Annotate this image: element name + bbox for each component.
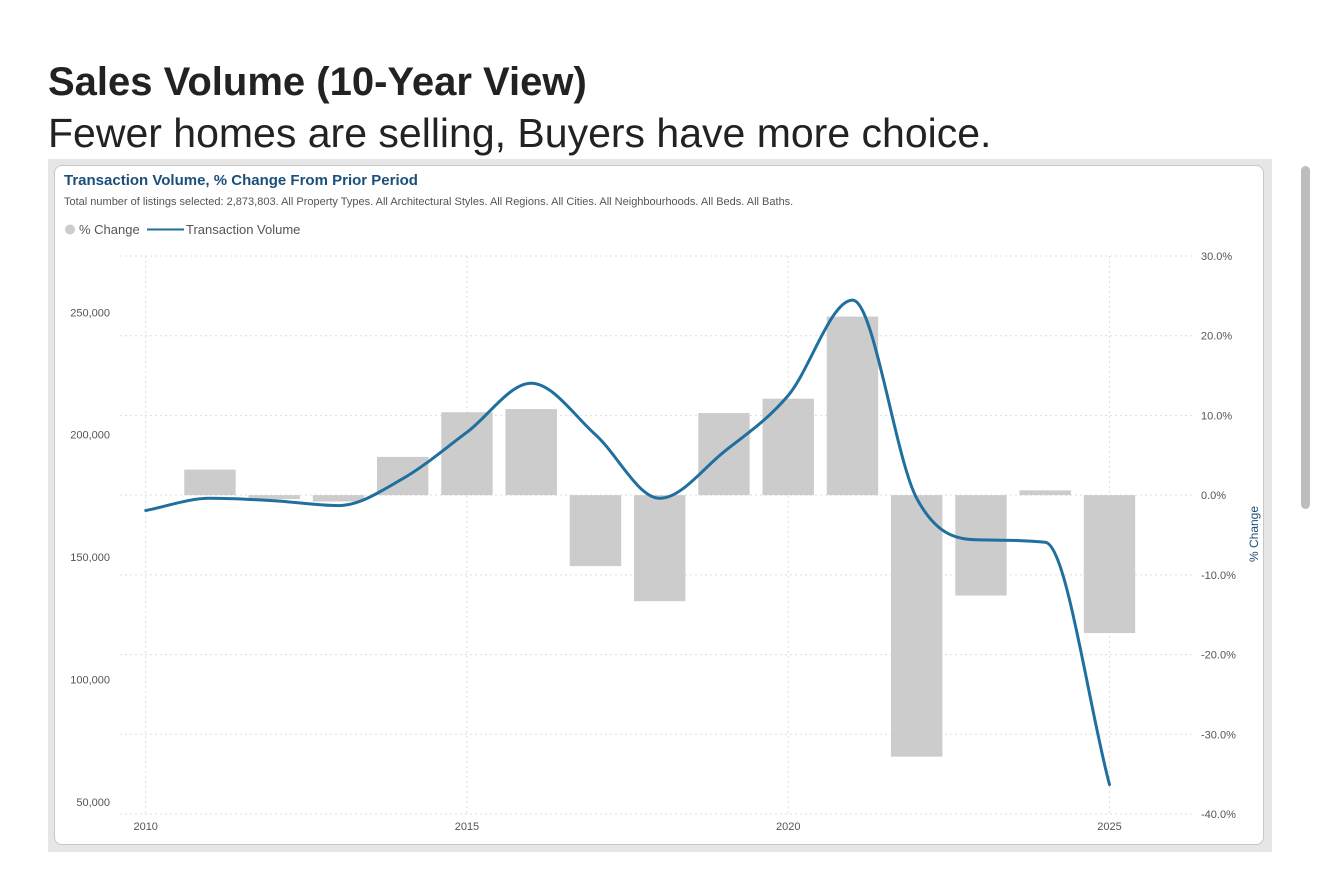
point-transaction-volume-2020[interactable] xyxy=(784,392,792,400)
chart-card: Transaction Volume, % Change From Prior … xyxy=(54,165,1264,845)
right-axis-tick-label: -10.0% xyxy=(1201,570,1236,582)
point-transaction-volume-2024[interactable] xyxy=(1041,538,1049,546)
bar-percent-change-2012[interactable] xyxy=(248,495,300,500)
legend-label-percent-change[interactable]: % Change xyxy=(79,222,140,237)
bar-percent-change-2016[interactable] xyxy=(505,409,557,496)
bar-percent-change-2021[interactable] xyxy=(826,316,879,496)
right-axis-tick-label: 0.0% xyxy=(1201,490,1226,502)
right-axis-tick-label: 20.0% xyxy=(1201,331,1232,343)
point-transaction-volume-2019[interactable] xyxy=(720,448,728,456)
point-transaction-volume-2013[interactable] xyxy=(334,502,342,510)
line-transaction-volume[interactable] xyxy=(144,298,1111,787)
point-transaction-volume-2012[interactable] xyxy=(270,497,278,505)
chart-svg: Transaction Volume, % Change From Prior … xyxy=(64,172,1261,833)
right-axis-tick-label: -20.0% xyxy=(1201,650,1236,662)
right-axis-tick-label: -40.0% xyxy=(1201,809,1236,821)
bar-percent-change-2022[interactable] xyxy=(891,495,943,757)
chart-title: Transaction Volume, % Change From Prior … xyxy=(64,172,418,189)
bar-percent-change-2015[interactable] xyxy=(441,412,493,496)
point-transaction-volume-2021[interactable] xyxy=(848,296,856,304)
point-transaction-volume-2011[interactable] xyxy=(206,494,214,502)
right-axis-tick-label: -30.0% xyxy=(1201,729,1236,741)
left-axis-tick-label: 200,000 xyxy=(70,430,110,442)
point-transaction-volume-2014[interactable] xyxy=(399,475,407,483)
right-axis-tick-label: 10.0% xyxy=(1201,410,1232,422)
x-axis-tick-label: 2020 xyxy=(776,821,800,833)
line-series xyxy=(142,296,1113,789)
right-axis-tick-label: 30.0% xyxy=(1201,251,1232,263)
x-axis-tick-label: 2025 xyxy=(1097,821,1121,833)
bar-percent-change-2019[interactable] xyxy=(698,413,750,496)
bar-percent-change-2023[interactable] xyxy=(955,495,1007,596)
point-transaction-volume-2016[interactable] xyxy=(527,379,535,387)
left-axis-tick-label: 50,000 xyxy=(76,797,110,809)
left-axis-tick-label: 250,000 xyxy=(70,307,110,319)
point-transaction-volume-2025[interactable] xyxy=(1105,781,1113,789)
x-axis-tick-label: 2010 xyxy=(133,821,157,833)
left-axis-tick-label: 100,000 xyxy=(70,674,110,686)
point-transaction-volume-2022[interactable] xyxy=(913,494,921,502)
point-transaction-volume-2015[interactable] xyxy=(463,428,471,436)
bar-percent-change-2011[interactable] xyxy=(184,469,236,496)
bar-series xyxy=(184,316,1136,757)
point-transaction-volume-2017[interactable] xyxy=(591,431,599,439)
chart-legend: % Change Transaction Volume xyxy=(65,222,300,237)
bar-percent-change-2013[interactable] xyxy=(312,495,365,502)
x-axis-tick-label: 2015 xyxy=(455,821,479,833)
bar-percent-change-2025[interactable] xyxy=(1083,495,1136,634)
bar-percent-change-2024[interactable] xyxy=(1019,490,1071,496)
page-subtitle: Fewer homes are selling, Buyers have mor… xyxy=(48,110,992,156)
legend-marker-percent-change[interactable] xyxy=(65,224,75,235)
point-transaction-volume-2010[interactable] xyxy=(142,507,150,515)
point-transaction-volume-2018[interactable] xyxy=(656,494,664,502)
right-axis-label: % Change xyxy=(1247,506,1261,562)
chart-frame: Transaction Volume, % Change From Prior … xyxy=(48,159,1272,852)
chart-subtitle: Total number of listings selected: 2,873… xyxy=(64,196,793,208)
scrollbar[interactable] xyxy=(1301,166,1310,509)
bar-percent-change-2017[interactable] xyxy=(569,495,622,567)
left-axis-tick-label: 150,000 xyxy=(70,552,110,564)
page-title: Sales Volume (10-Year View) xyxy=(48,60,587,104)
legend-label-transaction-volume[interactable]: Transaction Volume xyxy=(186,222,300,237)
point-transaction-volume-2023[interactable] xyxy=(977,536,985,544)
axes: 30.0% 20.0% 10.0% 0.0% -10.0% -20.0% -30.0% -40… xyxy=(70,251,1236,833)
bar-percent-change-2018[interactable] xyxy=(634,495,686,602)
